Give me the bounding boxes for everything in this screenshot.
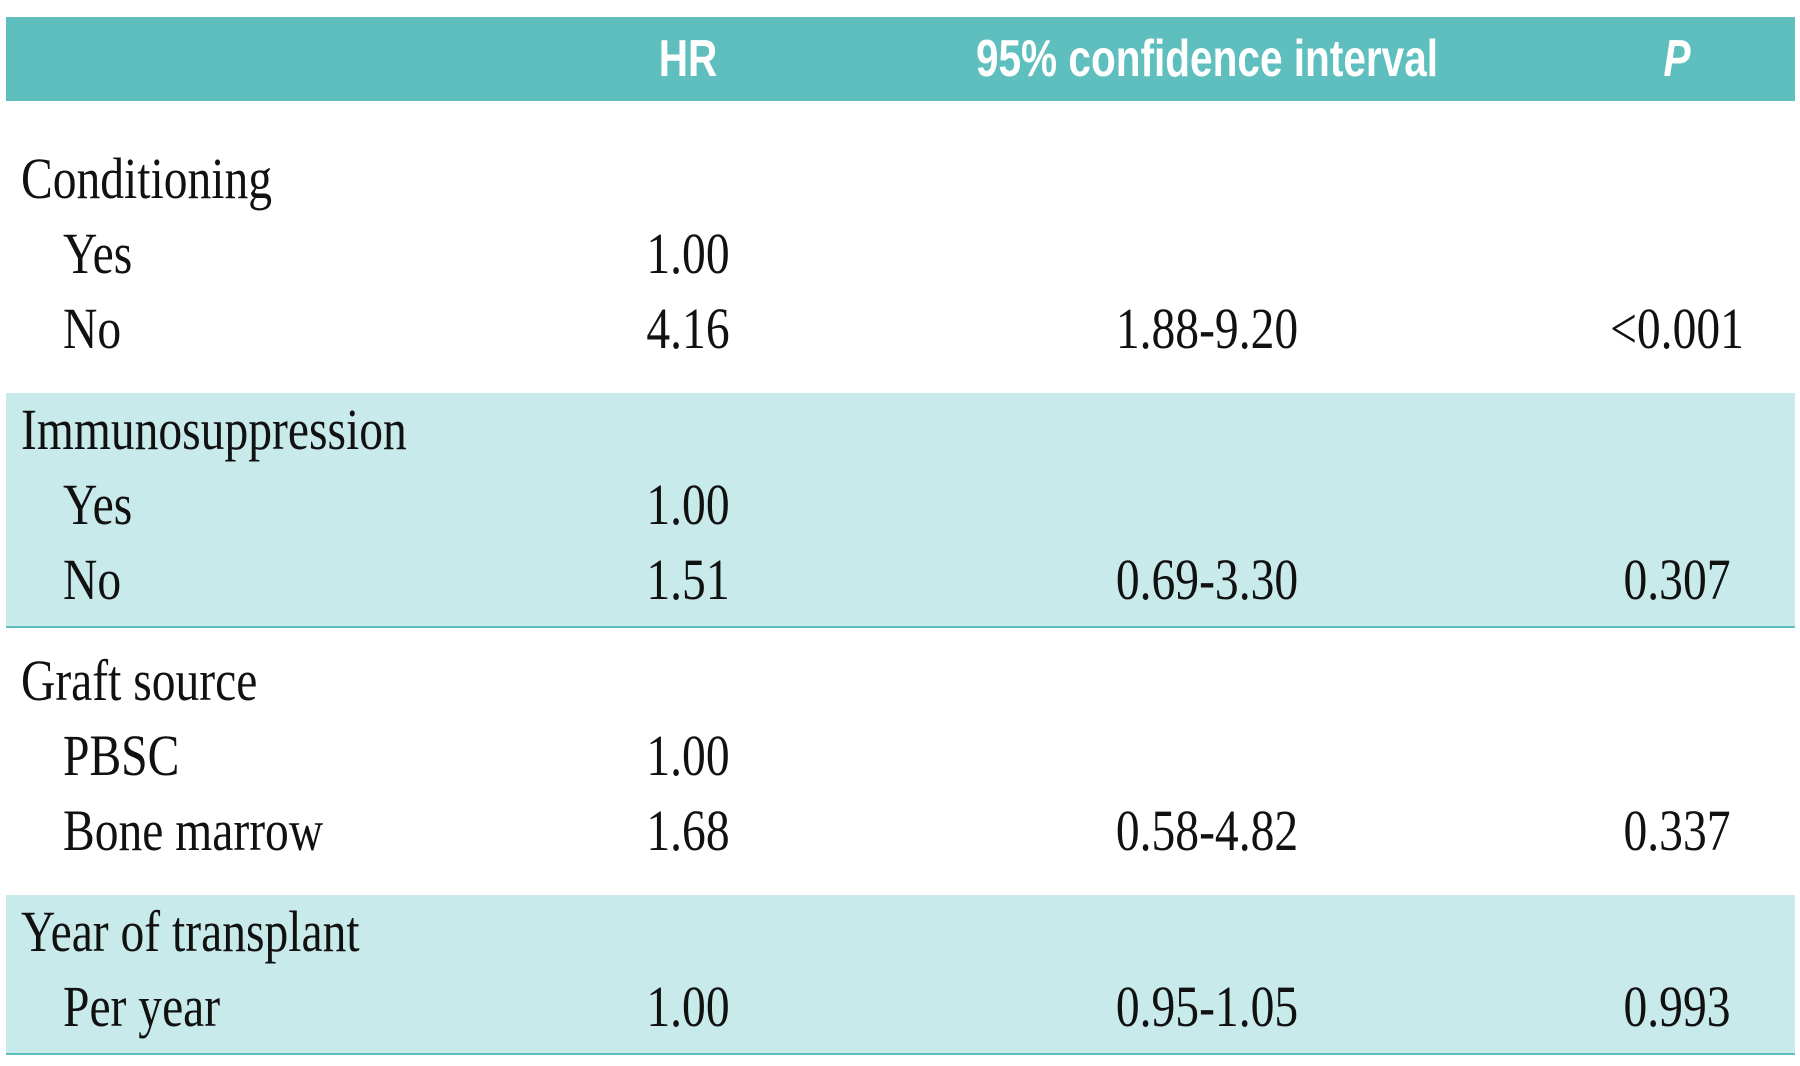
cell-ci: 0.58-4.82 — [1115, 798, 1299, 863]
cell-hr: 1.00 — [646, 974, 730, 1039]
row-label: Per year — [63, 974, 221, 1039]
row-label: No — [63, 547, 122, 612]
group-rule — [6, 1053, 1795, 1055]
cell-hr: 1.00 — [646, 472, 730, 537]
cell-p: 0.993 — [1623, 974, 1731, 1039]
cell-p: 0.307 — [1623, 547, 1731, 612]
row-label: Bone marrow — [63, 798, 324, 863]
cell-ci: 0.69-3.30 — [1115, 547, 1299, 612]
cell-p: <0.001 — [1610, 296, 1744, 361]
group-label: Immunosuppression — [21, 397, 407, 462]
group-band — [6, 393, 1795, 627]
row-label: Yes — [63, 472, 133, 537]
cell-ci: 1.88-9.20 — [1115, 296, 1299, 361]
cell-p: 0.337 — [1623, 798, 1731, 863]
group-band — [6, 895, 1795, 1054]
header-band — [6, 17, 1795, 101]
cell-hr: 4.16 — [646, 296, 730, 361]
cell-hr: 1.51 — [646, 547, 730, 612]
group-label: Graft source — [21, 648, 258, 713]
group-rule — [6, 626, 1795, 628]
group-label: Conditioning — [21, 146, 273, 211]
header-hr: HR — [658, 30, 718, 88]
cell-ci: 0.95-1.05 — [1115, 974, 1299, 1039]
header-ci: 95% confidence interval — [975, 30, 1439, 88]
cell-hr: 1.68 — [646, 798, 730, 863]
row-label: Yes — [63, 221, 133, 286]
cell-hr: 1.00 — [646, 723, 730, 788]
row-label: PBSC — [63, 723, 180, 788]
group-label: Year of transplant — [21, 899, 360, 964]
cell-hr: 1.00 — [646, 221, 730, 286]
header-p: P — [1663, 30, 1691, 88]
row-label: No — [63, 296, 122, 361]
